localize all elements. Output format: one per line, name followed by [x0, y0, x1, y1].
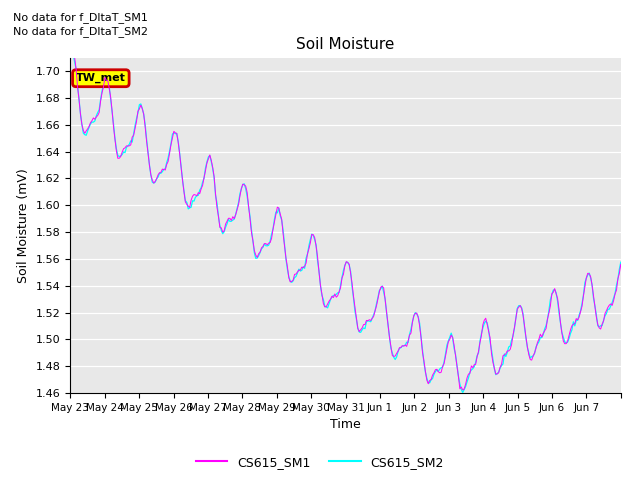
CS615_SM2 [460, 387, 468, 393]
CS615_SM2 [614, 276, 622, 282]
CS615_SM1 [351, 304, 359, 310]
CS615_SM2 [459, 390, 467, 396]
Line: CS615_SM2: CS615_SM2 [70, 53, 621, 393]
CS615_SM2 [542, 323, 550, 328]
Text: TW_met: TW_met [76, 73, 126, 84]
Title: Soil Moisture: Soil Moisture [296, 37, 395, 52]
CS615_SM2 [85, 124, 93, 130]
CS615_SM2 [617, 259, 625, 265]
CS615_SM1 [86, 120, 94, 126]
CS615_SM1 [616, 270, 623, 276]
CS615_SM1 [461, 381, 469, 387]
Text: No data for f_DltaT_SM1: No data for f_DltaT_SM1 [13, 12, 148, 23]
X-axis label: Time: Time [330, 419, 361, 432]
CS615_SM1 [67, 48, 74, 54]
Text: No data for f_DltaT_SM2: No data for f_DltaT_SM2 [13, 26, 148, 37]
Y-axis label: Soil Moisture (mV): Soil Moisture (mV) [17, 168, 30, 283]
CS615_SM2 [67, 50, 74, 56]
CS615_SM2 [102, 76, 110, 82]
CS615_SM1 [459, 387, 467, 393]
Legend: CS615_SM1, CS615_SM2: CS615_SM1, CS615_SM2 [191, 451, 449, 474]
CS615_SM1 [68, 48, 76, 54]
CS615_SM1 [104, 78, 111, 84]
Line: CS615_SM1: CS615_SM1 [70, 51, 621, 390]
CS615_SM2 [349, 295, 357, 301]
CS615_SM1 [617, 262, 625, 267]
CS615_SM1 [543, 316, 551, 322]
